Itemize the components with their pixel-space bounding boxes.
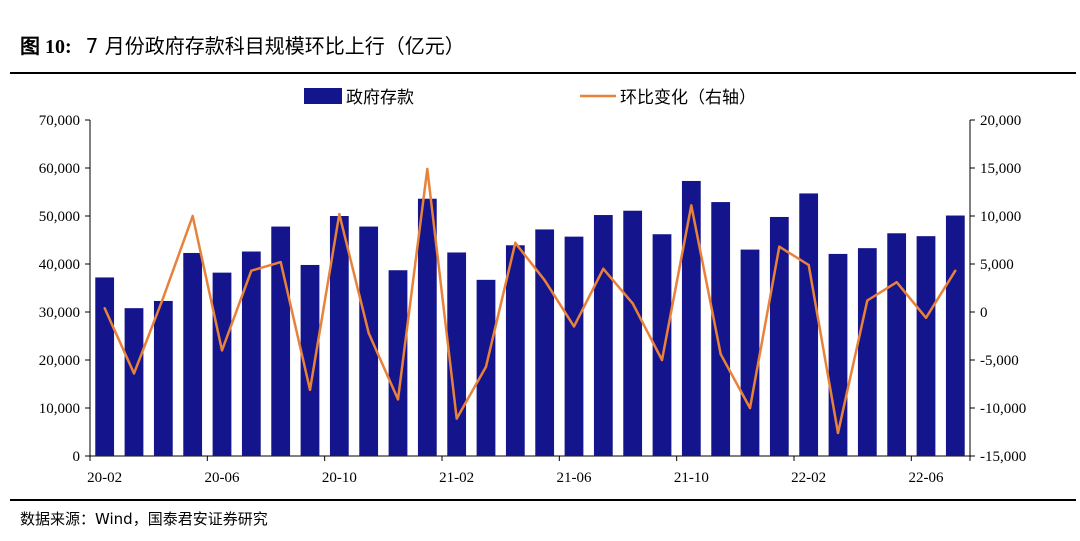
line-point-21-11: [719, 353, 722, 356]
line-point-22-06: [924, 316, 928, 319]
right-axis-tick-label: 15,000: [980, 161, 1021, 177]
right-axis-tick-label: 5,000: [980, 257, 1014, 273]
line-point-21-03: [484, 365, 488, 368]
figure-number: 图 10:: [20, 36, 72, 58]
bar-21-06: [564, 236, 584, 456]
line-point-21-05: [543, 279, 546, 282]
bar-21-04: [505, 245, 525, 456]
left-axis-tick-label: 30,000: [39, 305, 80, 321]
bar-22-02: [799, 193, 819, 456]
line-point-21-04: [514, 241, 517, 245]
bar-21-08: [623, 210, 643, 456]
legend-label-bar: 政府存款: [346, 88, 414, 108]
bar-20-03: [124, 308, 144, 456]
bar-20-04: [153, 300, 173, 456]
figure-title-text: 7 月份政府存款科目规模环比上行（亿元）: [85, 34, 465, 58]
bar-20-05: [183, 252, 203, 456]
right-axis-tick-label: 20,000: [980, 113, 1021, 129]
right-axis-tick-label: 0: [980, 305, 988, 321]
bar-20-10: [329, 216, 349, 456]
left-axis-tick-label: 20,000: [39, 353, 80, 369]
bar-21-09: [652, 234, 672, 456]
bar-22-07: [945, 215, 965, 456]
line-point-21-09: [660, 358, 664, 362]
line-point-20-06: [220, 349, 224, 352]
line-point-21-06: [572, 325, 576, 328]
line-point-20-09: [308, 388, 312, 391]
line-point-20-07: [250, 269, 253, 272]
left-axis-tick-label: 0: [73, 449, 81, 465]
bar-20-06: [212, 272, 232, 456]
bar-22-04: [857, 248, 877, 456]
line-point-21-10: [690, 204, 693, 207]
line-point-22-05: [895, 281, 898, 284]
bar-21-05: [535, 229, 555, 456]
line-point-20-04: [162, 296, 165, 299]
right-axis-tick-label: 10,000: [980, 209, 1021, 225]
bar-21-10: [681, 180, 701, 456]
bar-20-07: [241, 251, 261, 456]
x-axis-tick-label: 22-06: [909, 470, 944, 486]
legend-swatch-bar: [304, 88, 342, 104]
line-point-20-11: [367, 331, 370, 335]
bar-21-02: [447, 252, 467, 456]
line-point-20-10: [338, 212, 341, 216]
bar-22-06: [916, 236, 936, 456]
x-axis-tick-label: 21-06: [557, 470, 592, 486]
line-point-22-07: [954, 269, 957, 272]
line-point-20-05: [191, 214, 194, 218]
line-point-21-02: [455, 417, 458, 420]
x-axis-tick-label: 21-02: [439, 470, 474, 486]
bar-20-02: [95, 277, 115, 456]
bottom-rule: [10, 499, 1076, 501]
x-axis-tick-label: 21-10: [674, 470, 709, 486]
bar-21-12: [740, 249, 760, 456]
line-point-21-01: [426, 167, 429, 171]
bar-21-07: [593, 215, 613, 456]
line-point-21-12: [748, 406, 752, 410]
bar-20-12: [388, 270, 408, 456]
line-point-22-01: [778, 245, 781, 248]
legend-label-line: 环比变化（右轴）: [620, 88, 756, 108]
x-axis-tick-label: 20-10: [322, 470, 357, 486]
bar-21-11: [711, 202, 731, 456]
line-point-20-08: [279, 260, 282, 264]
line-point-22-04: [866, 299, 869, 302]
bar-20-09: [300, 264, 320, 456]
line-point-22-02: [807, 263, 810, 267]
left-axis-tick-label: 60,000: [39, 161, 80, 177]
bar-22-05: [887, 233, 907, 456]
bar-20-11: [359, 226, 379, 456]
source-note: 数据来源：Wind，国泰君安证券研究: [20, 510, 268, 528]
x-axis-tick-label: 20-06: [205, 470, 240, 486]
x-axis-tick-label: 22-02: [791, 470, 826, 486]
bar-22-03: [828, 253, 848, 456]
left-axis-tick-label: 40,000: [39, 257, 80, 273]
right-axis-tick-label: -10,000: [980, 401, 1026, 417]
line-point-20-12: [396, 398, 400, 401]
left-axis-tick-label: 70,000: [39, 113, 80, 129]
right-axis-tick-label: -5,000: [980, 353, 1019, 369]
line-point-21-08: [631, 302, 634, 305]
line-point-20-02: [103, 306, 106, 310]
figure-title: 图 10: 7 月份政府存款科目规模环比上行（亿元）: [20, 30, 465, 59]
left-axis-tick-label: 50,000: [39, 209, 80, 225]
line-series-mom-change: [103, 167, 957, 435]
line-point-20-03: [132, 372, 136, 375]
top-rule: [10, 72, 1076, 74]
bar-21-01: [417, 198, 437, 456]
line-point-22-03: [836, 431, 840, 435]
left-axis-tick-label: 10,000: [39, 401, 80, 417]
right-axis-tick-label: -15,000: [980, 449, 1026, 465]
x-axis-tick-label: 20-02: [87, 470, 122, 486]
line-point-21-07: [602, 267, 605, 270]
